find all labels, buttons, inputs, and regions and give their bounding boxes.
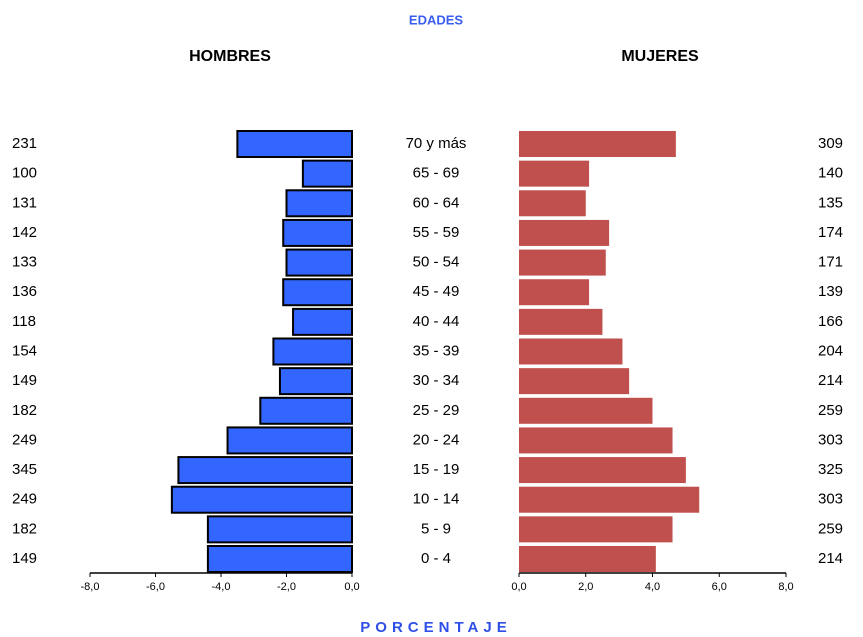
count-label: 259 bbox=[818, 520, 843, 537]
category-label: 25 - 29 bbox=[413, 402, 460, 419]
x-tick-label: 2,0 bbox=[578, 581, 593, 593]
count-label: 249 bbox=[12, 491, 37, 508]
bar bbox=[206, 545, 353, 573]
count-label: 131 bbox=[12, 194, 37, 211]
count-label: 214 bbox=[818, 372, 843, 389]
bar bbox=[259, 396, 353, 425]
bar bbox=[519, 249, 606, 276]
bar bbox=[170, 485, 353, 514]
x-tick-label: 0,0 bbox=[511, 581, 526, 593]
count-label: 142 bbox=[12, 224, 37, 241]
bar bbox=[301, 159, 353, 188]
count-label: 309 bbox=[818, 135, 843, 152]
category-label: 0 - 4 bbox=[421, 550, 451, 567]
bar bbox=[206, 515, 353, 544]
bar bbox=[177, 456, 353, 485]
count-label: 166 bbox=[818, 313, 843, 330]
bar bbox=[519, 308, 603, 335]
count-label: 345 bbox=[12, 461, 37, 478]
chart-title: EDADES bbox=[409, 12, 464, 27]
count-label: 214 bbox=[818, 550, 843, 567]
bar bbox=[519, 516, 673, 543]
count-label: 174 bbox=[818, 224, 843, 241]
bar bbox=[226, 426, 353, 455]
category-label: 60 - 64 bbox=[413, 194, 460, 211]
bar bbox=[519, 338, 623, 365]
bar bbox=[282, 218, 354, 247]
count-label: 133 bbox=[12, 254, 37, 271]
count-label: 171 bbox=[818, 254, 843, 271]
x-axis-label: PORCENTAJE bbox=[360, 619, 511, 636]
series-name: HOMBRES bbox=[189, 48, 271, 65]
count-label: 118 bbox=[12, 313, 36, 330]
count-label: 149 bbox=[12, 550, 37, 567]
category-label: 10 - 14 bbox=[413, 491, 460, 508]
count-label: 325 bbox=[818, 461, 843, 478]
category-label: 70 y más bbox=[406, 135, 467, 152]
bar bbox=[292, 307, 353, 336]
x-tick-label: 6,0 bbox=[712, 581, 727, 593]
count-label: 182 bbox=[12, 520, 37, 537]
count-label: 182 bbox=[12, 402, 37, 419]
bar bbox=[282, 278, 354, 307]
category-label: 15 - 19 bbox=[413, 461, 460, 478]
count-label: 259 bbox=[818, 402, 843, 419]
bar bbox=[519, 190, 586, 217]
count-label: 154 bbox=[12, 342, 37, 359]
x-tick-label: -4,0 bbox=[212, 581, 231, 593]
x-tick-label: 0,0 bbox=[344, 581, 359, 593]
x-tick-label: -2,0 bbox=[277, 581, 296, 593]
count-label: 149 bbox=[12, 372, 37, 389]
bar bbox=[519, 427, 673, 454]
bar bbox=[519, 457, 686, 484]
count-label: 140 bbox=[818, 165, 843, 182]
bar bbox=[519, 546, 656, 572]
x-tick-label: 4,0 bbox=[645, 581, 660, 593]
count-label: 100 bbox=[12, 165, 37, 182]
x-tick-label: -6,0 bbox=[146, 581, 165, 593]
category-label: 50 - 54 bbox=[413, 254, 460, 271]
count-label: 139 bbox=[818, 283, 843, 300]
category-label: 40 - 44 bbox=[413, 313, 460, 330]
category-label: 30 - 34 bbox=[413, 372, 460, 389]
bar bbox=[519, 131, 676, 157]
count-label: 303 bbox=[818, 431, 843, 448]
count-label: 231 bbox=[12, 135, 37, 152]
category-label: 35 - 39 bbox=[413, 342, 460, 359]
bar bbox=[519, 368, 630, 395]
bar bbox=[519, 160, 590, 187]
count-label: 136 bbox=[12, 283, 37, 300]
category-label: 45 - 49 bbox=[413, 283, 460, 300]
bar bbox=[285, 248, 353, 277]
category-label: 20 - 24 bbox=[413, 431, 460, 448]
bar bbox=[236, 130, 353, 158]
count-label: 303 bbox=[818, 491, 843, 508]
category-label: 55 - 59 bbox=[413, 224, 460, 241]
series-name: MUJERES bbox=[621, 48, 699, 65]
bar bbox=[519, 219, 610, 246]
count-label: 135 bbox=[818, 194, 843, 211]
bar bbox=[278, 367, 354, 396]
count-label: 249 bbox=[12, 431, 37, 448]
category-label: 5 - 9 bbox=[421, 520, 451, 537]
bar bbox=[519, 486, 700, 513]
x-tick-label: 8,0 bbox=[778, 581, 793, 593]
bar bbox=[272, 337, 353, 366]
bar bbox=[519, 279, 590, 306]
x-tick-label: -8,0 bbox=[81, 581, 100, 593]
bar bbox=[519, 397, 653, 424]
count-label: 204 bbox=[818, 342, 843, 359]
category-label: 65 - 69 bbox=[413, 165, 460, 182]
bar bbox=[285, 189, 353, 218]
